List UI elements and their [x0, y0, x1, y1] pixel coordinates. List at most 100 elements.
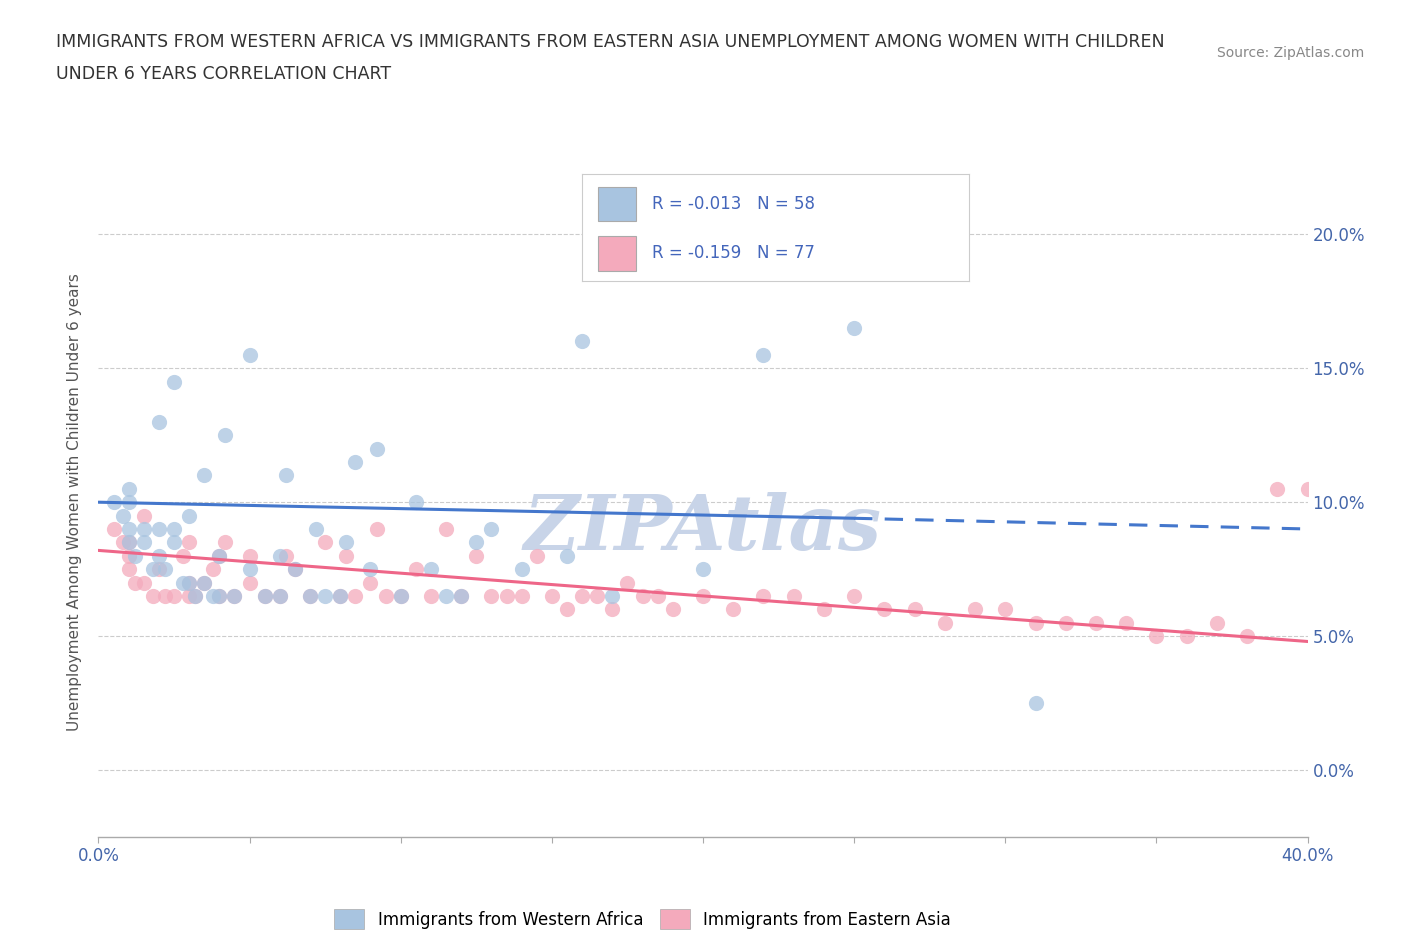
Point — [1144, 629, 1167, 644]
Point — [118, 549, 141, 564]
Point — [103, 522, 125, 537]
Point — [202, 589, 225, 604]
Point — [284, 562, 307, 577]
Point — [239, 348, 262, 363]
Point — [239, 549, 262, 564]
Point — [813, 602, 835, 617]
Point — [420, 589, 443, 604]
Point — [510, 589, 533, 604]
Point — [526, 549, 548, 564]
Point — [1175, 629, 1198, 644]
Point — [142, 589, 165, 604]
Point — [148, 522, 170, 537]
Point — [465, 549, 488, 564]
Point — [148, 415, 170, 430]
Point — [586, 589, 609, 604]
Point — [647, 589, 669, 604]
Point — [224, 589, 246, 604]
Point — [269, 549, 291, 564]
Point — [965, 602, 987, 617]
Point — [208, 549, 231, 564]
Point — [118, 535, 141, 550]
Point — [239, 562, 262, 577]
Point — [179, 575, 201, 590]
Text: R = -0.159   N = 77: R = -0.159 N = 77 — [652, 245, 814, 262]
Point — [631, 589, 654, 604]
Point — [148, 549, 170, 564]
Point — [299, 589, 322, 604]
Point — [374, 589, 396, 604]
Point — [208, 589, 231, 604]
Point — [450, 589, 472, 604]
Y-axis label: Unemployment Among Women with Children Under 6 years: Unemployment Among Women with Children U… — [67, 273, 83, 731]
Point — [450, 589, 472, 604]
Point — [783, 589, 806, 604]
Point — [723, 602, 745, 617]
Point — [124, 575, 146, 590]
Point — [571, 589, 593, 604]
Point — [481, 589, 503, 604]
Point — [360, 575, 382, 590]
Point — [495, 589, 517, 604]
FancyBboxPatch shape — [598, 187, 637, 221]
Point — [274, 549, 297, 564]
Point — [335, 535, 357, 550]
Point — [752, 348, 775, 363]
Point — [1267, 482, 1289, 497]
Point — [179, 508, 201, 523]
Point — [329, 589, 352, 604]
Point — [299, 589, 322, 604]
Point — [148, 562, 170, 577]
Point — [540, 589, 562, 604]
Text: IMMIGRANTS FROM WESTERN AFRICA VS IMMIGRANTS FROM EASTERN ASIA UNEMPLOYMENT AMON: IMMIGRANTS FROM WESTERN AFRICA VS IMMIGR… — [56, 33, 1164, 50]
Point — [184, 589, 207, 604]
Point — [344, 589, 367, 604]
Point — [752, 589, 775, 604]
Point — [179, 535, 201, 550]
Point — [335, 549, 357, 564]
Point — [269, 589, 291, 604]
Point — [111, 535, 134, 550]
Point — [389, 589, 412, 604]
Point — [481, 522, 503, 537]
Point — [405, 562, 427, 577]
Point — [179, 589, 201, 604]
Point — [405, 495, 427, 510]
Point — [692, 562, 714, 577]
Point — [434, 589, 457, 604]
Point — [465, 535, 488, 550]
Point — [193, 575, 215, 590]
Point — [274, 468, 297, 483]
Point — [1296, 482, 1319, 497]
Point — [214, 535, 236, 550]
Point — [1054, 616, 1077, 631]
Point — [132, 522, 155, 537]
Point — [314, 535, 336, 550]
Point — [904, 602, 927, 617]
Point — [253, 589, 276, 604]
Point — [172, 549, 194, 564]
Point — [172, 575, 194, 590]
Point — [305, 522, 328, 537]
Point — [193, 575, 215, 590]
Text: ZIPAtlas: ZIPAtlas — [524, 492, 882, 566]
Point — [163, 522, 186, 537]
Point — [124, 549, 146, 564]
Point — [163, 535, 186, 550]
Point — [360, 562, 382, 577]
Point — [329, 589, 352, 604]
Point — [366, 441, 388, 456]
Point — [1024, 696, 1046, 711]
Legend: Immigrants from Western Africa, Immigrants from Eastern Asia: Immigrants from Western Africa, Immigran… — [328, 902, 957, 930]
Point — [132, 535, 155, 550]
Point — [153, 562, 176, 577]
Point — [366, 522, 388, 537]
Text: UNDER 6 YEARS CORRELATION CHART: UNDER 6 YEARS CORRELATION CHART — [56, 65, 391, 83]
Text: R = -0.013   N = 58: R = -0.013 N = 58 — [652, 195, 814, 213]
Point — [314, 589, 336, 604]
Point — [420, 562, 443, 577]
Point — [1236, 629, 1258, 644]
Point — [132, 575, 155, 590]
Point — [873, 602, 896, 617]
Point — [934, 616, 956, 631]
